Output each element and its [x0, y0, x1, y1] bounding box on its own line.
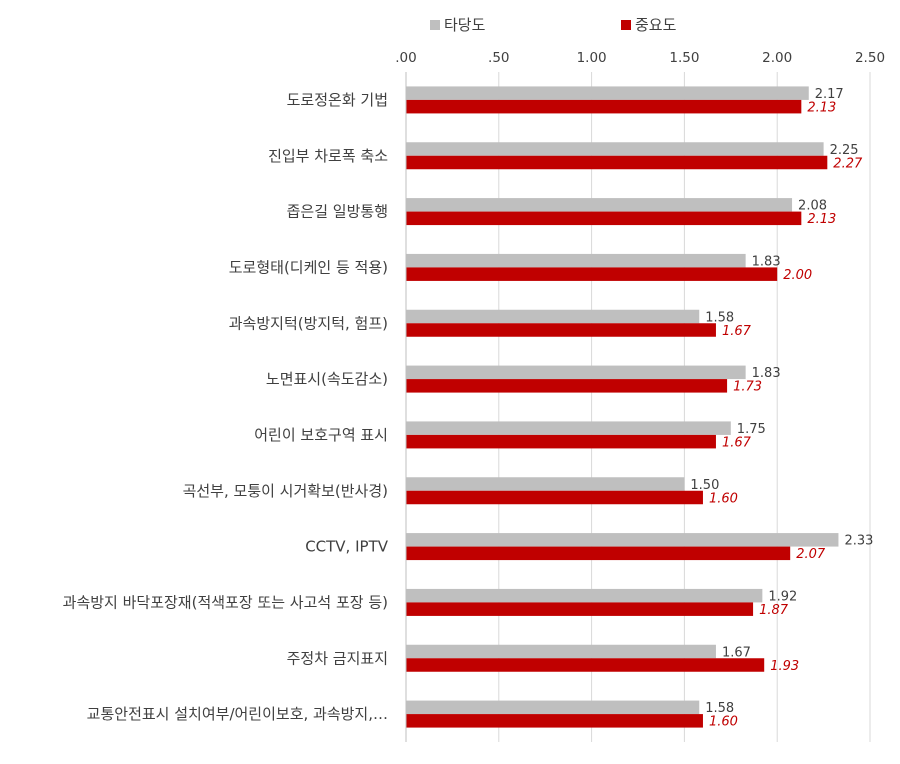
data-label: 1.67 — [722, 435, 752, 450]
data-label: 1.83 — [752, 254, 781, 269]
legend-swatch — [621, 20, 631, 30]
category-label: 어린이 보호구역 표시 — [254, 426, 388, 444]
data-label: 1.87 — [759, 603, 789, 618]
data-label: 1.93 — [770, 659, 799, 674]
data-label: 1.83 — [752, 366, 781, 381]
data-label: 1.73 — [733, 380, 762, 395]
bar — [406, 714, 703, 728]
bar — [406, 379, 728, 393]
data-label: 2.33 — [844, 534, 873, 549]
bar — [406, 477, 685, 491]
data-label: 2.17 — [815, 87, 844, 102]
data-label: 1.58 — [705, 701, 734, 716]
data-label: 2.13 — [807, 212, 836, 227]
x-tick-label: .00 — [395, 50, 416, 66]
bars — [406, 86, 839, 728]
gridlines — [498, 72, 871, 742]
x-tick-label: 1.00 — [577, 50, 607, 66]
category-label: 도로정온화 기법 — [287, 91, 388, 109]
bar — [406, 602, 754, 616]
data-label: 1.60 — [709, 491, 738, 506]
data-label: 2.25 — [830, 143, 859, 158]
bar — [406, 253, 746, 268]
legend-swatch — [430, 20, 440, 30]
legend-label: 타당도 — [444, 16, 486, 34]
x-tick-label: 1.50 — [669, 50, 699, 66]
bar — [406, 533, 839, 547]
bar — [406, 99, 802, 114]
data-label: 2.27 — [833, 156, 863, 171]
category-label: 과속방지턱(방지턱, 험프) — [229, 314, 388, 332]
bar — [406, 309, 700, 324]
bar — [406, 365, 746, 380]
data-labels: 2.172.132.252.272.082.131.832.001.581.67… — [690, 87, 873, 730]
data-label: 1.67 — [722, 324, 752, 339]
bar — [406, 86, 809, 100]
legend-label: 중요도 — [635, 16, 677, 34]
data-label: 1.50 — [690, 478, 719, 493]
category-label: 진입부 차로폭 축소 — [268, 147, 388, 165]
data-label: 2.13 — [807, 100, 836, 115]
bar — [406, 323, 716, 337]
data-label: 2.08 — [798, 199, 827, 214]
data-label: 2.07 — [796, 547, 826, 562]
data-label: 1.60 — [709, 715, 738, 730]
data-label: 2.00 — [783, 268, 812, 283]
bar — [406, 588, 763, 603]
category-label: 교통안전표시 설치여부/어린이보호, 과속방지,… — [87, 705, 388, 723]
data-label: 1.67 — [722, 645, 751, 660]
bar — [406, 546, 791, 561]
bar — [406, 142, 824, 156]
bar — [406, 267, 778, 281]
bar — [406, 700, 700, 715]
x-tick-label: 2.00 — [762, 50, 792, 66]
bar — [406, 434, 716, 449]
bar — [406, 644, 716, 659]
x-tick-label: 2.50 — [855, 50, 885, 66]
data-label: 1.75 — [737, 422, 766, 437]
category-label: 좁은길 일방통행 — [287, 203, 388, 221]
category-label: 곡선부, 모퉁이 시거확보(반사경) — [183, 482, 388, 500]
x-tick-label: .50 — [488, 50, 509, 66]
data-label: 1.58 — [705, 310, 734, 325]
category-label: 노면표시(속도감소) — [266, 370, 388, 388]
bar — [406, 198, 793, 212]
bar — [406, 155, 828, 170]
legend: 타당도 중요도 — [430, 16, 677, 34]
bar — [406, 421, 731, 435]
category-label: CCTV, IPTV — [305, 538, 389, 556]
bar — [406, 658, 765, 672]
category-label: 주정차 금지표지 — [287, 649, 388, 667]
x-axis-ticks: .00 .50 1.00 1.50 2.00 2.50 — [395, 50, 885, 66]
category-label: 도로형태(디케인 등 적용) — [229, 258, 388, 276]
bar — [406, 211, 802, 226]
bar — [406, 490, 703, 505]
category-label: 과속방지 바닥포장재(적색포장 또는 사고석 포장 등) — [63, 593, 388, 611]
data-label: 1.92 — [768, 589, 797, 604]
